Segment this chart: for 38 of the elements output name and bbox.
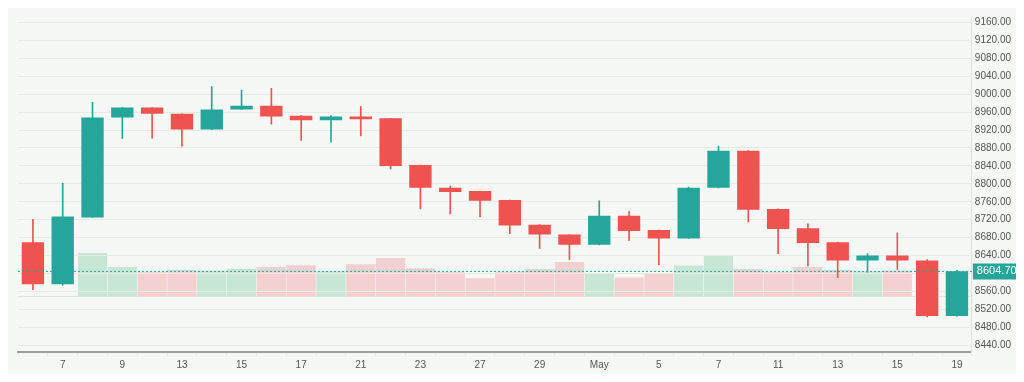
bar: [316, 271, 346, 297]
y-tick-label: 9000.00: [974, 87, 1012, 99]
candlestick: [439, 185, 462, 215]
y-tick-label: 8440.00: [974, 339, 1012, 351]
x-tick-label: 9: [119, 358, 126, 370]
y-tick-label: 8680.00: [974, 231, 1012, 243]
x-tick-label: 19: [951, 358, 963, 370]
y-tick-label: 8520.00: [974, 303, 1012, 315]
x-tick-label: May: [589, 358, 609, 370]
y-tick-label: 9080.00: [974, 52, 1012, 64]
y-tick-label: 8480.00: [974, 321, 1012, 333]
x-tick-label: 13: [832, 358, 844, 370]
y-tick-label: 8720.00: [974, 213, 1012, 225]
y-tick-label: 8920.00: [974, 123, 1012, 135]
y-tick-label: 8960.00: [974, 105, 1012, 117]
x-tick-label: 13: [176, 358, 188, 370]
x-tick-label: 27: [474, 358, 487, 370]
y-tick-label: 9160.00: [974, 16, 1012, 28]
y-tick-label: 8560.00: [974, 285, 1012, 297]
x-tick-label: 7: [59, 358, 66, 370]
ref-line-label: 8604.70: [976, 264, 1017, 277]
x-tick-label: 11: [772, 358, 784, 370]
y-tick-label: 9040.00: [974, 69, 1012, 81]
y-tick-label: 9120.00: [974, 34, 1012, 46]
x-tick-label: 5: [656, 358, 663, 370]
x-tick-label: 15: [236, 358, 248, 370]
x-tick-label: 29: [534, 358, 546, 370]
y-tick-label: 8640.00: [974, 249, 1012, 261]
y-tick-label: 8880.00: [974, 141, 1012, 153]
y-tick-label: 8840.00: [974, 159, 1012, 171]
y-tick-label: 8760.00: [974, 195, 1012, 207]
y-tick-label: 8800.00: [974, 177, 1012, 189]
x-tick-label: 21: [355, 358, 367, 370]
x-tick-label: 17: [295, 358, 308, 370]
x-tick-label: 23: [414, 358, 427, 370]
candlestick: [140, 107, 164, 139]
x-tick-label: 7: [715, 358, 722, 370]
x-tick-label: 15: [891, 358, 904, 370]
